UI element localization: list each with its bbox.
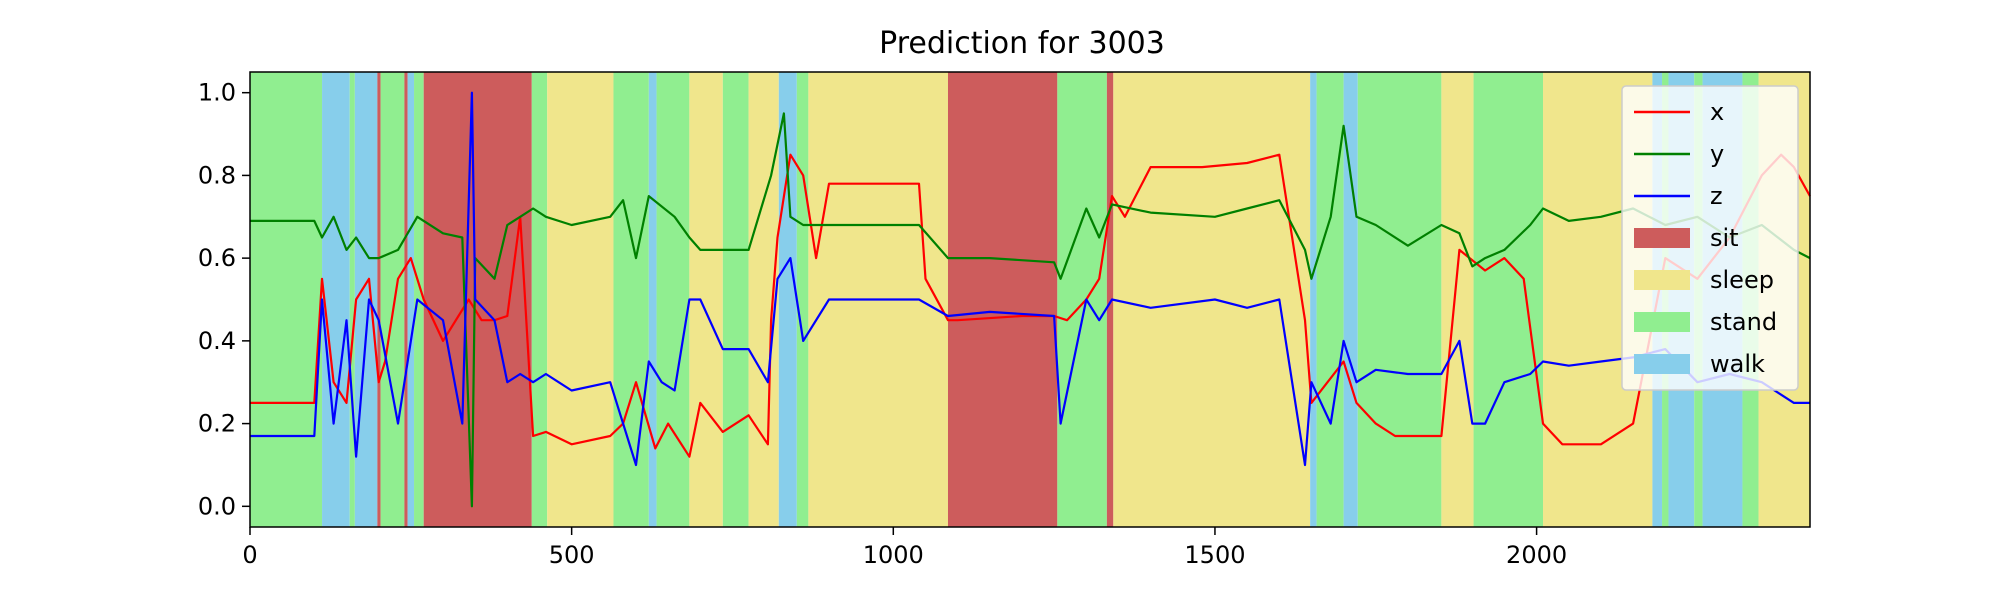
band-walk — [1310, 72, 1317, 527]
band-stand — [380, 72, 405, 527]
legend-swatch-sleep — [1634, 270, 1690, 290]
y-tick-label: 0.0 — [198, 492, 236, 520]
band-sleep — [1441, 72, 1474, 527]
x-tick-label: 0 — [242, 541, 257, 569]
x-axis: 0 500 1000 1500 2000 — [242, 527, 1567, 569]
legend-swatch-walk — [1634, 354, 1690, 374]
band-stand — [796, 72, 809, 527]
band-stand — [1357, 72, 1442, 527]
activity-bands — [250, 72, 1810, 527]
legend-label-x: x — [1710, 98, 1724, 126]
band-stand — [250, 72, 323, 527]
y-axis: 0.0 0.2 0.4 0.6 0.8 1.0 — [198, 79, 250, 520]
band-walk — [778, 72, 797, 527]
band-stand — [349, 72, 355, 527]
legend-swatch-stand — [1634, 312, 1690, 332]
y-tick-label: 0.2 — [198, 410, 236, 438]
band-sit — [377, 72, 381, 527]
band-walk — [1343, 72, 1358, 527]
band-walk — [322, 72, 350, 527]
band-walk — [648, 72, 657, 527]
series-line-x — [250, 153, 1811, 458]
band-sit — [947, 72, 1058, 527]
legend-label-stand: stand — [1710, 308, 1777, 336]
series-lines — [250, 91, 1811, 508]
x-tick-label: 2000 — [1506, 541, 1567, 569]
y-tick-label: 0.6 — [198, 244, 236, 272]
band-stand — [1316, 72, 1344, 527]
band-sit — [423, 72, 532, 527]
legend-label-sleep: sleep — [1710, 266, 1774, 294]
legend-swatch-sit — [1634, 228, 1690, 248]
series-line-z — [250, 91, 1810, 467]
band-stand — [1473, 72, 1544, 527]
legend-label-walk: walk — [1710, 350, 1765, 378]
y-tick-label: 1.0 — [198, 79, 236, 107]
band-stand — [531, 72, 548, 527]
legend: xyz sit sleep stand walk — [1621, 85, 1799, 391]
y-tick-label: 0.8 — [198, 161, 236, 189]
band-sit — [1106, 72, 1114, 527]
band-walk — [407, 72, 415, 527]
x-tick-label: 1000 — [863, 541, 924, 569]
y-tick-label: 0.4 — [198, 327, 236, 355]
band-sleep — [748, 72, 779, 527]
series-line-y — [250, 112, 1811, 508]
band-stand — [656, 72, 690, 527]
legend-label-z: z — [1710, 182, 1723, 210]
chart-title: Prediction for 3003 — [879, 26, 1165, 61]
x-tick-label: 500 — [549, 541, 595, 569]
band-sit — [404, 72, 408, 527]
x-tick-label: 1500 — [1184, 541, 1245, 569]
band-sleep — [547, 72, 614, 527]
plot-frame — [249, 71, 1811, 528]
band-stand — [613, 72, 649, 527]
band-stand — [1057, 72, 1107, 527]
legend-label-sit: sit — [1710, 224, 1739, 252]
band-walk — [354, 72, 378, 527]
legend-label-y: y — [1710, 140, 1724, 168]
band-stand — [722, 72, 749, 527]
